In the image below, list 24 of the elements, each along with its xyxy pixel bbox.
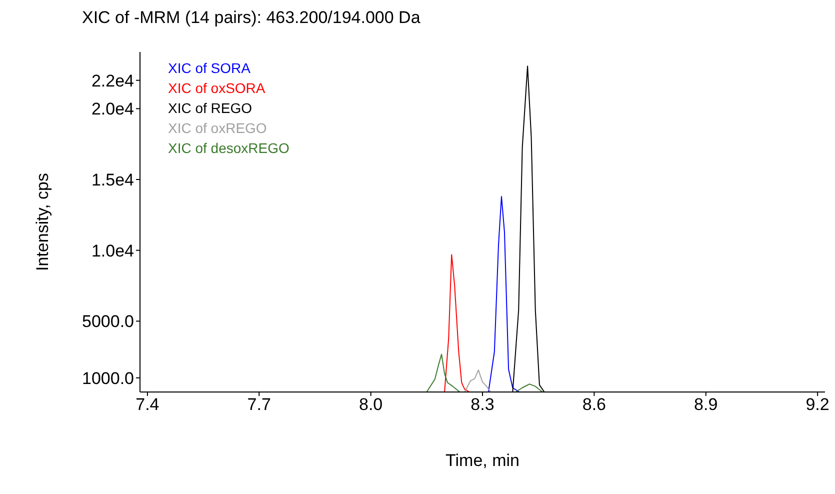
y-tick-label: 1.0e4 (91, 241, 134, 260)
x-tick-label: 9.2 (806, 395, 830, 414)
line-series (488, 196, 520, 392)
chart-title: XIC of -MRM (14 pairs): 463.200/194.000 Da (82, 8, 420, 28)
x-tick-label: 8.3 (470, 395, 494, 414)
y-tick-label: 1000.0 (82, 368, 134, 388)
text: XIC of oxSORA (168, 79, 266, 98)
y-tick-label: 2.0e4 (91, 100, 134, 119)
y-tick-label: 5000.0 (82, 312, 134, 332)
y-axis-title: Intensity, cps (33, 173, 52, 271)
y-tick-label: 1.5e4 (91, 170, 134, 190)
y-tick-label: 2.2e4 (91, 71, 134, 90)
line-series (464, 370, 492, 392)
text: XIC of REGO (168, 99, 254, 118)
text: XIC of oxREGO (168, 119, 268, 138)
x-tick-label: 8.0 (358, 395, 383, 414)
text: XIC of SORA (168, 59, 252, 78)
x-tick-label: 7.7 (247, 395, 271, 414)
x-tick-label: 8.6 (582, 395, 606, 414)
x-axis-title: Time, min (446, 451, 520, 470)
text: XIC of desoxREGO (168, 139, 290, 158)
x-tick-label: 7.4 (136, 395, 160, 414)
line-series (444, 254, 470, 392)
x-tick-label: 8.9 (694, 395, 718, 414)
